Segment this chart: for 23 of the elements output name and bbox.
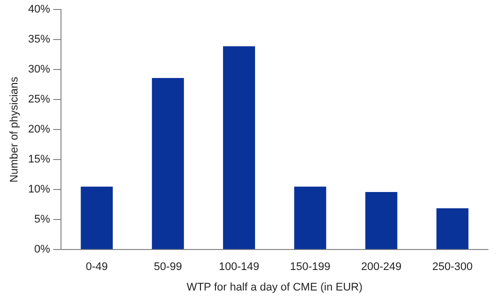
bar	[223, 46, 256, 250]
bar	[436, 208, 468, 250]
x-axis-title: WTP for half a day of CME (in EUR)	[186, 281, 363, 294]
y-tick-label: 20%	[28, 124, 50, 136]
bar	[294, 186, 326, 250]
y-tick-label: 30%	[28, 64, 50, 76]
y-tick-label: 10%	[28, 184, 50, 196]
y-tick-label: 0%	[34, 244, 50, 256]
x-tick-label: 50-99	[154, 261, 182, 274]
bar	[80, 186, 113, 250]
x-tick-label: 0-49	[86, 261, 108, 274]
y-tick-label: 15%	[28, 154, 50, 166]
bar	[152, 78, 184, 250]
bar	[365, 192, 398, 250]
y-tick-label: 40%	[28, 4, 50, 16]
y-tick-label: 25%	[28, 94, 50, 106]
x-tick-label: 150-199	[290, 261, 330, 274]
x-tick-label: 100-149	[218, 261, 260, 274]
y-axis-title: Number of physicians	[8, 76, 21, 182]
y-tick-label: 5%	[34, 214, 50, 226]
x-tick-label: 200-249	[361, 261, 402, 274]
y-tick-label: 35%	[28, 34, 50, 46]
x-tick-label: 250-300	[432, 261, 473, 274]
